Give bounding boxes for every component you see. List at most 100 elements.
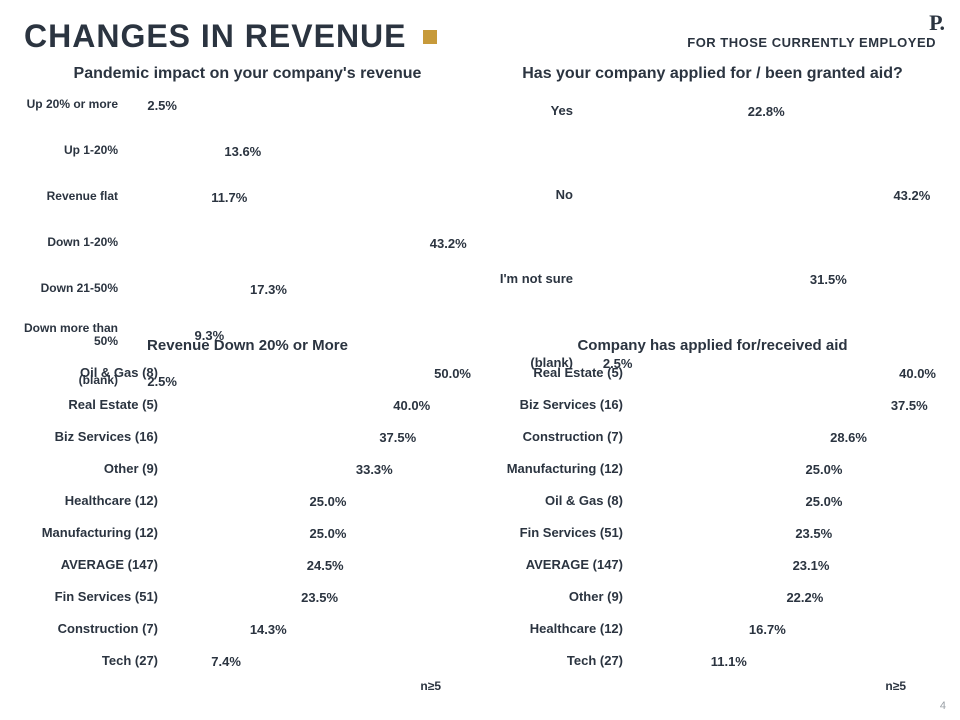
bar-label: Construction (7): [489, 430, 629, 444]
bar-track: 33.3%: [164, 462, 471, 477]
bar-label: Manufacturing (12): [489, 462, 629, 476]
bar-track: 25.0%: [629, 494, 936, 509]
bar-row: Biz Services (16) 37.5%: [24, 426, 471, 448]
bar-track: 40.0%: [629, 366, 936, 381]
chart-aid-sector: Company has applied for/received aid Rea…: [489, 337, 936, 693]
bar-value: 2.5%: [141, 98, 177, 113]
bar-track: 23.5%: [629, 526, 936, 541]
bar-value: 25.0%: [304, 526, 347, 541]
bar-track: 40.0%: [164, 398, 471, 413]
bar-label: Other (9): [24, 462, 164, 476]
bar-row: Down 21-50% 17.3%: [24, 275, 471, 303]
bar-label: Fin Services (51): [24, 590, 164, 604]
bar-row: AVERAGE (147)23.1%: [489, 554, 936, 576]
bar-row: Oil & Gas (8)50.0%: [24, 362, 471, 384]
bar-value: 23.5%: [789, 526, 832, 541]
bar-row: Down 1-20%43.2%: [24, 229, 471, 257]
bar-track: 43.2%: [579, 188, 936, 203]
bar-track: 13.6%: [124, 144, 471, 159]
bar-track: 31.5%: [579, 272, 936, 287]
chart-footnote: n≥5: [489, 679, 936, 693]
bar-label: Construction (7): [24, 622, 164, 636]
bar-value: 23.5%: [295, 590, 338, 605]
bar-label: Healthcare (12): [24, 494, 164, 508]
bar-value: 25.0%: [800, 462, 843, 477]
bar-track: 28.6%: [629, 430, 936, 445]
bar-track: 2.5%: [124, 98, 471, 113]
chart-footnote: n≥5: [24, 679, 471, 693]
bar-label: AVERAGE (147): [489, 558, 629, 572]
bar-track: 17.3%: [124, 282, 471, 297]
chart-title: Pandemic impact on your company's revenu…: [24, 65, 471, 83]
bar-value: 16.7%: [743, 622, 786, 637]
bar-track: 22.2%: [629, 590, 936, 605]
bar-track: 25.0%: [164, 494, 471, 509]
bar-value: 25.0%: [304, 494, 347, 509]
chart-title: Company has applied for/received aid: [489, 337, 936, 354]
bar-value: 28.6%: [824, 430, 867, 445]
bar-row: Yes22.8%: [489, 91, 936, 131]
bar-track: 7.4%: [164, 654, 471, 669]
chart-pandemic-revenue: Pandemic impact on your company's revenu…: [24, 65, 471, 325]
bar-track: 11.1%: [629, 654, 936, 669]
bar-row: Real Estate (5)40.0%: [489, 362, 936, 384]
bar-value: 25.0%: [800, 494, 843, 509]
bar-row: Fin Services (51) 23.5%: [489, 522, 936, 544]
bar-track: 37.5%: [164, 430, 471, 445]
chart-bars: Real Estate (5)40.0% Biz Services (16)37.…: [489, 362, 936, 677]
bar-row: Oil & Gas (8) 25.0%: [489, 490, 936, 512]
bar-value: 31.5%: [804, 272, 847, 287]
bar-label: AVERAGE (147): [24, 558, 164, 572]
bar-value: 40.0%: [387, 398, 430, 413]
chart-aid-applied: Has your company applied for / been gran…: [489, 65, 936, 325]
bar-row: Up 20% or more 2.5%: [24, 91, 471, 119]
bar-track: 11.7%: [124, 190, 471, 205]
bar-row: Healthcare (12) 16.7%: [489, 618, 936, 640]
bar-track: 14.3%: [164, 622, 471, 637]
bar-label: Tech (27): [489, 654, 629, 668]
bar-value: 37.5%: [373, 430, 416, 445]
bar-value: 37.5%: [885, 398, 928, 413]
chart-title: Has your company applied for / been gran…: [489, 65, 936, 83]
bar-label: Down 21-50%: [24, 282, 124, 295]
bar-row: No43.2%: [489, 175, 936, 215]
bar-track: 37.5%: [629, 398, 936, 413]
bar-label: Healthcare (12): [489, 622, 629, 636]
chart-bars: Oil & Gas (8)50.0% Real Estate (5) 40.0% Bi…: [24, 362, 471, 677]
bar-row: Other (9)33.3%: [24, 458, 471, 480]
page-subtitle: FOR THOSE CURRENTLY EMPLOYED: [687, 35, 936, 50]
bar-row: Manufacturing (12) 25.0%: [489, 458, 936, 480]
bar-value: 50.0%: [428, 366, 471, 381]
bar-value: 22.2%: [780, 590, 823, 605]
bar-value: 11.7%: [205, 190, 247, 205]
bar-track: 25.0%: [629, 462, 936, 477]
bar-value: 14.3%: [244, 622, 287, 637]
bar-label: Yes: [489, 104, 579, 118]
bar-label: Fin Services (51): [489, 526, 629, 540]
bar-value: 7.4%: [205, 654, 241, 669]
bar-row: AVERAGE (147) 24.5%: [24, 554, 471, 576]
chart-title: Revenue Down 20% or More: [24, 337, 471, 354]
bar-row: Manufacturing (12)25.0%: [24, 522, 471, 544]
bar-row: Biz Services (16)37.5%: [489, 394, 936, 416]
bar-label: Down 1-20%: [24, 236, 124, 249]
bar-track: 23.5%: [164, 590, 471, 605]
bar-label: Real Estate (5): [24, 398, 164, 412]
bar-row: Real Estate (5) 40.0%: [24, 394, 471, 416]
bar-row: Tech (27) 11.1%: [489, 650, 936, 672]
bar-label: Biz Services (16): [24, 430, 164, 444]
bar-value: 43.2%: [887, 188, 930, 203]
chart-revenue-down-sector: Revenue Down 20% or More Oil & Gas (8)50…: [24, 337, 471, 693]
bar-label: Up 20% or more: [24, 98, 124, 111]
bar-track: 22.8%: [579, 104, 936, 119]
bar-row: Up 1-20%13.6%: [24, 137, 471, 165]
bar-label: Oil & Gas (8): [489, 494, 629, 508]
bar-track: 43.2%: [124, 236, 471, 251]
bar-row: Construction (7) 28.6%: [489, 426, 936, 448]
bar-value: 24.5%: [301, 558, 344, 573]
bar-value: 11.1%: [705, 654, 747, 669]
bar-row: Revenue flat 11.7%: [24, 183, 471, 211]
title-bullet-icon: [423, 30, 437, 44]
bar-value: 17.3%: [244, 282, 287, 297]
bar-label: Revenue flat: [24, 190, 124, 203]
